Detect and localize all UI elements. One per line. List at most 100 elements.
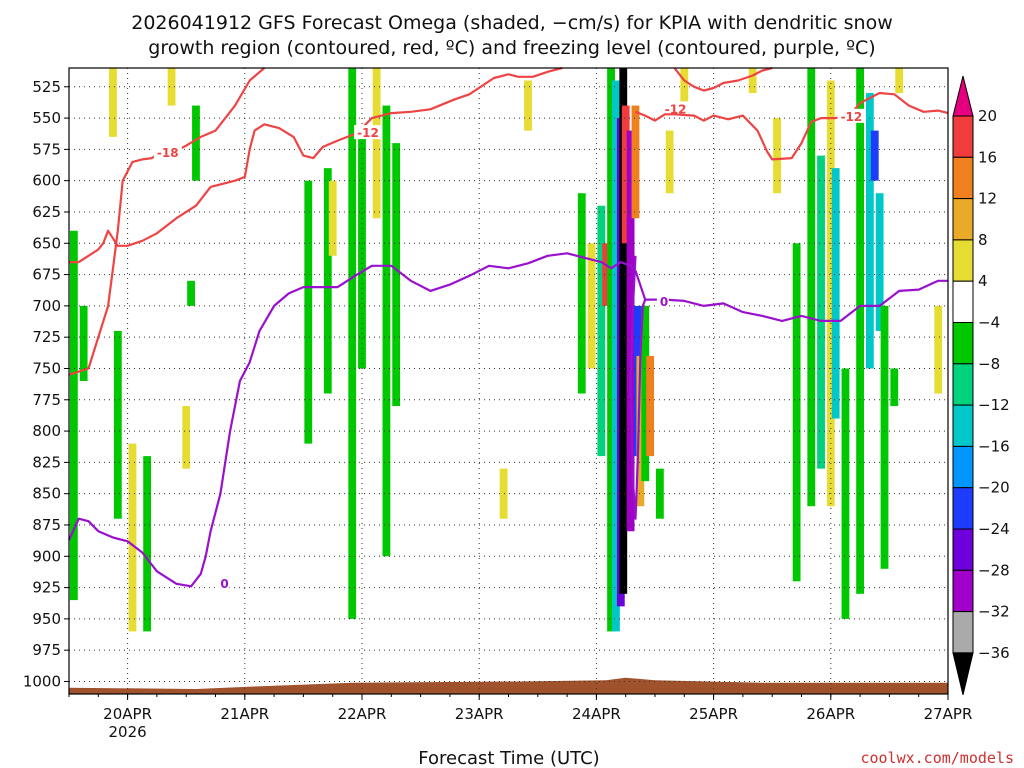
contour-label-bg [153, 145, 182, 160]
omega-cell [621, 105, 630, 244]
omega-cell [619, 68, 628, 594]
y-tick-label: 925 [32, 579, 61, 597]
colorbar-label: −32 [978, 603, 1010, 621]
grid [69, 68, 949, 694]
credit-text[interactable]: coolwx.com/models [860, 749, 1014, 767]
y-tick-label: 825 [32, 453, 61, 471]
contour-label: 0 [660, 295, 668, 309]
colorbar-label: −24 [978, 520, 1010, 538]
contour-label-bg [217, 575, 230, 590]
omega-cell [304, 180, 313, 444]
omega-cell [109, 68, 117, 137]
omega-cell [79, 305, 88, 381]
omega-shading [69, 68, 943, 632]
omega-cell [631, 105, 640, 219]
x-tick-label: 24APR [572, 705, 621, 723]
colorbar-bottom-arrow [952, 652, 974, 696]
y-tick-label: 850 [32, 485, 61, 503]
omega-cell [524, 80, 532, 131]
contour-line [629, 255, 647, 520]
contour-label: -12 [357, 126, 379, 140]
omega-cell [192, 105, 200, 181]
omega-cell [880, 305, 889, 569]
omega-cell [328, 180, 337, 256]
colorbar-label: 8 [978, 231, 988, 249]
y-axis: 525 550 575 600 625 650 675 700 725 750 775 800 825 8… [23, 78, 69, 690]
y-tick-label: 575 [32, 140, 61, 158]
colorbar-swatch [952, 445, 974, 489]
colorbar-label: 4 [978, 272, 988, 290]
y-tick-label: 975 [32, 641, 61, 659]
omega-cell [128, 443, 137, 632]
x-tick-label: 23APR [455, 705, 504, 723]
chart-title-line2: growth region (contoured, red, ºC) and f… [148, 37, 875, 59]
y-tick-label: 800 [32, 422, 61, 440]
omega-cell [587, 243, 596, 369]
contour-line [69, 66, 563, 264]
omega-cell [641, 305, 650, 482]
omega-cell [895, 68, 904, 94]
omega-cell [748, 68, 757, 94]
contour-label: -12 [841, 110, 863, 124]
x-axis-label: Forecast Time (UTC) [418, 748, 599, 768]
omega-cell [499, 468, 508, 519]
contour-line [673, 66, 773, 92]
x-tick-label: 21APR [220, 705, 269, 723]
y-tick-label: 725 [32, 328, 61, 346]
omega-cell [636, 355, 645, 507]
contour-label-bg [661, 101, 690, 116]
omega-cell [870, 130, 879, 181]
omega-cell [358, 130, 366, 369]
omega-cell [607, 68, 615, 632]
y-tick-label: 950 [32, 610, 61, 628]
x-tick-label: 27APR [924, 705, 973, 723]
omega-cell [890, 368, 899, 407]
contour-label-bg [837, 108, 866, 123]
omega-cell [626, 130, 635, 532]
omega-cell [113, 330, 122, 519]
y-tick-label: 875 [32, 516, 61, 534]
omega-cell [392, 143, 401, 407]
colorbar-label: −36 [978, 644, 1010, 662]
contour-line [68, 252, 948, 588]
omega-cell [182, 406, 191, 469]
omega-cell [597, 205, 606, 457]
omega-cell [348, 68, 357, 619]
colorbar-label: −28 [978, 561, 1010, 579]
colorbar-swatch [952, 280, 974, 324]
omega-cell [934, 305, 943, 394]
colorbar-label: −16 [978, 437, 1010, 455]
colorbar-swatch [952, 363, 974, 406]
contour-label: -12 [665, 102, 687, 116]
colorbar-swatch [952, 404, 974, 447]
plot-frame [68, 67, 949, 695]
colorbar-label: 20 [978, 107, 997, 125]
colorbar-swatch [952, 611, 974, 654]
omega-cell [856, 68, 865, 594]
colorbar-label: 12 [978, 190, 997, 208]
omega-cell [831, 168, 840, 419]
colorbar-label: −4 [978, 314, 1000, 332]
colorbar: 20 16 12 8 4 −4 −8 −12 −16 −20 −24 −28 −32 −36 [952, 75, 1010, 696]
colorbar-swatch [952, 487, 974, 530]
colorbar-label: −8 [978, 355, 1000, 373]
y-tick-label: 675 [32, 266, 61, 284]
omega-cell [792, 243, 801, 582]
omega-cell [646, 355, 655, 457]
colorbar-swatch [952, 569, 974, 613]
x-tick-label: 20APR [103, 705, 152, 723]
y-tick-label: 1000 [23, 672, 61, 690]
contour-line [635, 91, 949, 161]
y-tick-label: 775 [32, 391, 61, 409]
y-tick-label: 700 [32, 297, 61, 315]
y-tick-label: 650 [32, 234, 61, 252]
x-tick-label: 26APR [806, 705, 855, 723]
y-tick-label: 900 [32, 547, 61, 565]
omega-cell [577, 193, 586, 394]
contour-label: -18 [157, 146, 179, 160]
colorbar-label: 16 [978, 148, 997, 166]
colorbar-label: −20 [978, 479, 1010, 497]
y-tick-label: 525 [32, 78, 61, 96]
